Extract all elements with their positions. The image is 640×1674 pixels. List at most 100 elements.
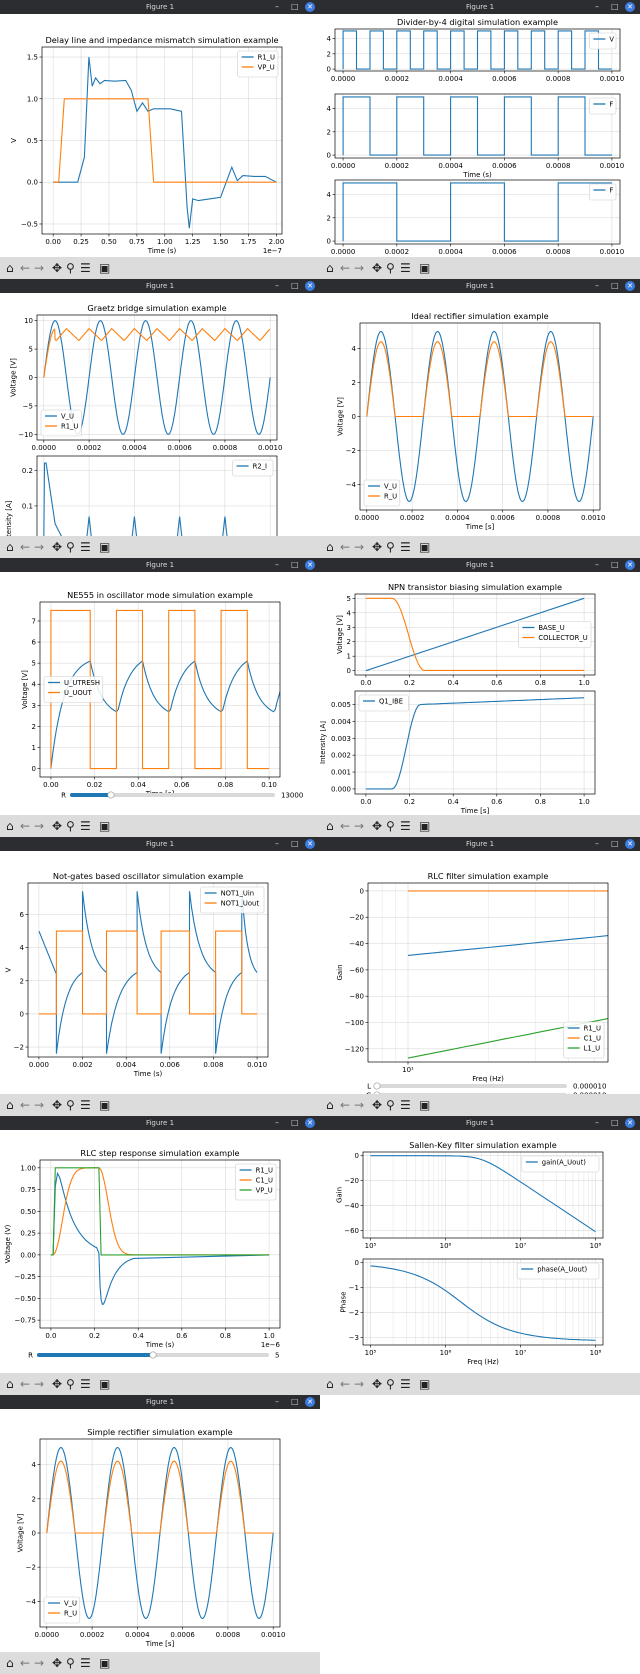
forward-arrow-icon[interactable]: → bbox=[34, 819, 45, 833]
forward-arrow-icon[interactable]: → bbox=[34, 540, 45, 554]
close-icon[interactable]: ✕ bbox=[625, 281, 635, 291]
save-icon[interactable]: ▣ bbox=[99, 540, 111, 554]
maximize-icon[interactable]: □ bbox=[291, 1397, 299, 1406]
sliders-icon[interactable]: ☰ bbox=[80, 540, 91, 554]
close-icon[interactable]: ✕ bbox=[625, 2, 635, 12]
home-icon[interactable]: ⌂ bbox=[6, 261, 14, 275]
back-arrow-icon[interactable]: ← bbox=[340, 1377, 351, 1391]
sliders-icon[interactable]: ☰ bbox=[80, 819, 91, 833]
close-icon[interactable]: ✕ bbox=[625, 839, 635, 849]
window-titlebar[interactable]: Figure 1 – □ ✕ bbox=[0, 1116, 320, 1130]
maximize-icon[interactable]: □ bbox=[291, 2, 299, 11]
forward-arrow-icon[interactable]: → bbox=[354, 540, 365, 554]
back-arrow-icon[interactable]: ← bbox=[20, 540, 31, 554]
slider-track[interactable] bbox=[375, 1084, 567, 1088]
slider-handle[interactable] bbox=[149, 1351, 157, 1359]
minimize-icon[interactable]: – bbox=[595, 560, 599, 569]
maximize-icon[interactable]: □ bbox=[611, 560, 619, 569]
save-icon[interactable]: ▣ bbox=[419, 540, 431, 554]
home-icon[interactable]: ⌂ bbox=[6, 540, 14, 554]
maximize-icon[interactable]: □ bbox=[291, 1118, 299, 1127]
window-titlebar[interactable]: Figure 1 – □ ✕ bbox=[320, 558, 640, 572]
move-icon[interactable]: ✥ bbox=[372, 540, 383, 554]
move-icon[interactable]: ✥ bbox=[52, 1098, 63, 1112]
minimize-icon[interactable]: – bbox=[595, 281, 599, 290]
zoom-icon[interactable]: ⚲ bbox=[66, 1377, 75, 1391]
zoom-icon[interactable]: ⚲ bbox=[386, 540, 395, 554]
slider-handle[interactable] bbox=[373, 1082, 381, 1090]
close-icon[interactable]: ✕ bbox=[305, 560, 315, 570]
sliders-icon[interactable]: ☰ bbox=[400, 819, 411, 833]
move-icon[interactable]: ✥ bbox=[372, 1377, 383, 1391]
back-arrow-icon[interactable]: ← bbox=[20, 1377, 31, 1391]
move-icon[interactable]: ✥ bbox=[372, 261, 383, 275]
close-icon[interactable]: ✕ bbox=[305, 281, 315, 291]
maximize-icon[interactable]: □ bbox=[611, 839, 619, 848]
save-icon[interactable]: ▣ bbox=[419, 819, 431, 833]
zoom-icon[interactable]: ⚲ bbox=[66, 1098, 75, 1112]
back-arrow-icon[interactable]: ← bbox=[20, 819, 31, 833]
back-arrow-icon[interactable]: ← bbox=[340, 540, 351, 554]
save-icon[interactable]: ▣ bbox=[99, 261, 111, 275]
move-icon[interactable]: ✥ bbox=[52, 1377, 63, 1391]
close-icon[interactable]: ✕ bbox=[305, 839, 315, 849]
move-icon[interactable]: ✥ bbox=[52, 1656, 63, 1670]
close-icon[interactable]: ✕ bbox=[305, 1118, 315, 1128]
sliders-icon[interactable]: ☰ bbox=[80, 1656, 91, 1670]
slider-handle[interactable] bbox=[107, 791, 115, 799]
move-icon[interactable]: ✥ bbox=[52, 540, 63, 554]
zoom-icon[interactable]: ⚲ bbox=[386, 819, 395, 833]
slider[interactable]: L 0.000010 bbox=[367, 1083, 606, 1091]
minimize-icon[interactable]: – bbox=[275, 1118, 279, 1127]
sliders-icon[interactable]: ☰ bbox=[80, 1377, 91, 1391]
save-icon[interactable]: ▣ bbox=[99, 819, 111, 833]
window-titlebar[interactable]: Figure 1 – □ ✕ bbox=[0, 279, 320, 293]
window-titlebar[interactable]: Figure 1 – □ ✕ bbox=[0, 558, 320, 572]
save-icon[interactable]: ▣ bbox=[419, 261, 431, 275]
back-arrow-icon[interactable]: ← bbox=[340, 1098, 351, 1112]
minimize-icon[interactable]: – bbox=[275, 2, 279, 11]
window-titlebar[interactable]: Figure 1 – □ ✕ bbox=[320, 1116, 640, 1130]
home-icon[interactable]: ⌂ bbox=[6, 1377, 14, 1391]
maximize-icon[interactable]: □ bbox=[611, 1118, 619, 1127]
save-icon[interactable]: ▣ bbox=[419, 1377, 431, 1391]
back-arrow-icon[interactable]: ← bbox=[340, 261, 351, 275]
window-titlebar[interactable]: Figure 1 – □ ✕ bbox=[320, 279, 640, 293]
back-arrow-icon[interactable]: ← bbox=[20, 261, 31, 275]
sliders-icon[interactable]: ☰ bbox=[400, 540, 411, 554]
home-icon[interactable]: ⌂ bbox=[326, 1098, 334, 1112]
window-titlebar[interactable]: Figure 1 – □ ✕ bbox=[320, 837, 640, 851]
forward-arrow-icon[interactable]: → bbox=[34, 1656, 45, 1670]
home-icon[interactable]: ⌂ bbox=[326, 1377, 334, 1391]
minimize-icon[interactable]: – bbox=[595, 839, 599, 848]
zoom-icon[interactable]: ⚲ bbox=[386, 261, 395, 275]
zoom-icon[interactable]: ⚲ bbox=[66, 540, 75, 554]
slider[interactable]: R 13000 bbox=[61, 792, 303, 800]
maximize-icon[interactable]: □ bbox=[611, 281, 619, 290]
home-icon[interactable]: ⌂ bbox=[326, 540, 334, 554]
sliders-icon[interactable]: ☰ bbox=[80, 261, 91, 275]
zoom-icon[interactable]: ⚲ bbox=[66, 1656, 75, 1670]
slider-track[interactable] bbox=[70, 793, 275, 797]
back-arrow-icon[interactable]: ← bbox=[20, 1098, 31, 1112]
close-icon[interactable]: ✕ bbox=[625, 1118, 635, 1128]
zoom-icon[interactable]: ⚲ bbox=[66, 819, 75, 833]
close-icon[interactable]: ✕ bbox=[305, 1397, 315, 1407]
zoom-icon[interactable]: ⚲ bbox=[386, 1377, 395, 1391]
forward-arrow-icon[interactable]: → bbox=[354, 819, 365, 833]
save-icon[interactable]: ▣ bbox=[99, 1656, 111, 1670]
move-icon[interactable]: ✥ bbox=[372, 819, 383, 833]
maximize-icon[interactable]: □ bbox=[291, 839, 299, 848]
home-icon[interactable]: ⌂ bbox=[6, 1098, 14, 1112]
maximize-icon[interactable]: □ bbox=[291, 281, 299, 290]
zoom-icon[interactable]: ⚲ bbox=[386, 1098, 395, 1112]
sliders-icon[interactable]: ☰ bbox=[400, 1377, 411, 1391]
minimize-icon[interactable]: – bbox=[595, 1118, 599, 1127]
close-icon[interactable]: ✕ bbox=[305, 2, 315, 12]
save-icon[interactable]: ▣ bbox=[99, 1377, 111, 1391]
home-icon[interactable]: ⌂ bbox=[326, 261, 334, 275]
close-icon[interactable]: ✕ bbox=[625, 560, 635, 570]
forward-arrow-icon[interactable]: → bbox=[34, 261, 45, 275]
window-titlebar[interactable]: Figure 1 – □ ✕ bbox=[320, 0, 640, 14]
